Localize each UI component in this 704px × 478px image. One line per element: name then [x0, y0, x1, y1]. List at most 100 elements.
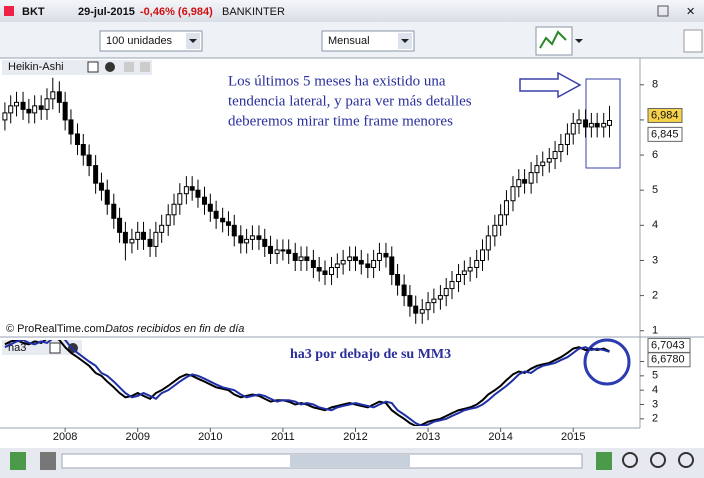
x-tick-label: 2010: [198, 431, 222, 443]
up-icon[interactable]: [124, 62, 134, 72]
candle-body: [437, 295, 443, 300]
candle-body: [122, 231, 128, 244]
candle-body: [431, 298, 437, 304]
arrow-icon: [189, 39, 197, 43]
candle-body: [534, 165, 540, 174]
title-bar: [0, 0, 704, 22]
candle-body: [74, 133, 80, 146]
panel-title: ha3: [8, 342, 26, 354]
candle-body: [86, 154, 92, 167]
close-button[interactable]: ✕: [686, 6, 695, 18]
units: 100 unidades: [106, 35, 173, 47]
panel-header: [2, 60, 152, 75]
candle-body: [588, 122, 594, 128]
candle-body: [401, 284, 407, 297]
last-value-box: [647, 352, 691, 368]
candle-body: [449, 281, 455, 290]
candle-body: [443, 288, 449, 297]
candle-body: [44, 98, 50, 110]
candle-body: [383, 252, 389, 258]
last-value-label: 6,984: [651, 109, 679, 121]
y-tick-label: 5: [652, 184, 658, 196]
indicator-line: [4, 340, 610, 426]
last-value-label: 6,7043: [651, 339, 685, 351]
candle-body: [352, 256, 358, 261]
candle-body: [407, 295, 413, 307]
arrow-icon: [401, 39, 409, 43]
annotation: deberemos mirar time frame menores: [228, 113, 453, 129]
window-icon[interactable]: [49, 342, 61, 354]
y-tick-label: 3: [652, 398, 658, 410]
down-icon[interactable]: [140, 62, 150, 72]
candle-body: [2, 112, 8, 121]
candle-body: [104, 189, 110, 205]
candle-body: [62, 101, 68, 121]
candle-body: [129, 238, 135, 244]
candle-body: [304, 256, 310, 261]
candle-body: [601, 122, 607, 128]
candle-body: [220, 217, 226, 223]
zoom-icon[interactable]: [622, 452, 638, 468]
candle-body: [492, 224, 498, 237]
candle-body: [456, 274, 462, 283]
candle-body: [607, 119, 613, 126]
candle-body: [153, 231, 159, 247]
candle-body: [340, 259, 346, 265]
candle-body: [98, 182, 104, 191]
tool-icon[interactable]: [40, 452, 56, 470]
zoom-in-icon[interactable]: [678, 452, 694, 468]
panel-title: Heikin-Ashi: [8, 61, 64, 73]
x-tick-label: 2015: [561, 431, 585, 443]
candle-body: [183, 186, 189, 195]
candle-body: [558, 144, 564, 153]
candle-body: [26, 108, 32, 114]
candle-body: [485, 235, 491, 251]
candle-body: [552, 151, 558, 160]
candle-body: [334, 263, 340, 268]
period-select[interactable]: [321, 30, 415, 52]
symbol-icon: [4, 6, 14, 16]
candle-body: [467, 266, 473, 272]
candle-body: [292, 252, 298, 261]
candle-body: [498, 214, 504, 226]
candle-body: [310, 259, 316, 268]
candle-body: [177, 193, 183, 205]
period: Mensual: [328, 35, 370, 47]
candle-body: [141, 231, 147, 240]
window-icon[interactable]: [87, 61, 99, 73]
candle-body: [570, 122, 576, 135]
y-tick-label: 4: [652, 219, 658, 231]
candle-body: [8, 105, 14, 114]
x-tick-label: 2009: [125, 431, 149, 443]
tool-icon[interactable]: [596, 452, 612, 470]
candle-body: [20, 101, 26, 110]
candle-body: [171, 203, 177, 216]
pin-button[interactable]: [657, 5, 669, 17]
y-tick-label: 8: [652, 79, 658, 91]
close-icon[interactable]: [105, 62, 115, 72]
indicator-line: [4, 340, 610, 426]
candle-body: [425, 302, 431, 311]
last-value-label: 6,6780: [651, 354, 685, 366]
candle-body: [32, 105, 38, 114]
candle-body: [256, 235, 262, 240]
x-tick-label: 2013: [416, 431, 440, 443]
side-tool[interactable]: [683, 29, 703, 53]
tool-icon[interactable]: [10, 452, 26, 470]
units-select[interactable]: [99, 30, 203, 52]
candle-body: [516, 179, 522, 188]
scroll-thumb[interactable]: [290, 455, 410, 467]
y-tick-label: 2: [652, 413, 658, 425]
y-tick-label: 6: [652, 149, 658, 161]
candle-body: [522, 179, 528, 184]
plot-area: [4, 340, 610, 426]
candle-body: [479, 249, 485, 261]
date: 29-jul-2015: [78, 6, 135, 18]
chart-type-icon: [539, 30, 567, 49]
candle-body: [286, 249, 292, 254]
zoom-out-icon[interactable]: [650, 452, 666, 468]
annotation: ha3 por debajo de su MM3: [290, 347, 451, 362]
candle-body: [195, 189, 201, 198]
credit-note: Datos recibidos en fin de día: [105, 323, 244, 335]
